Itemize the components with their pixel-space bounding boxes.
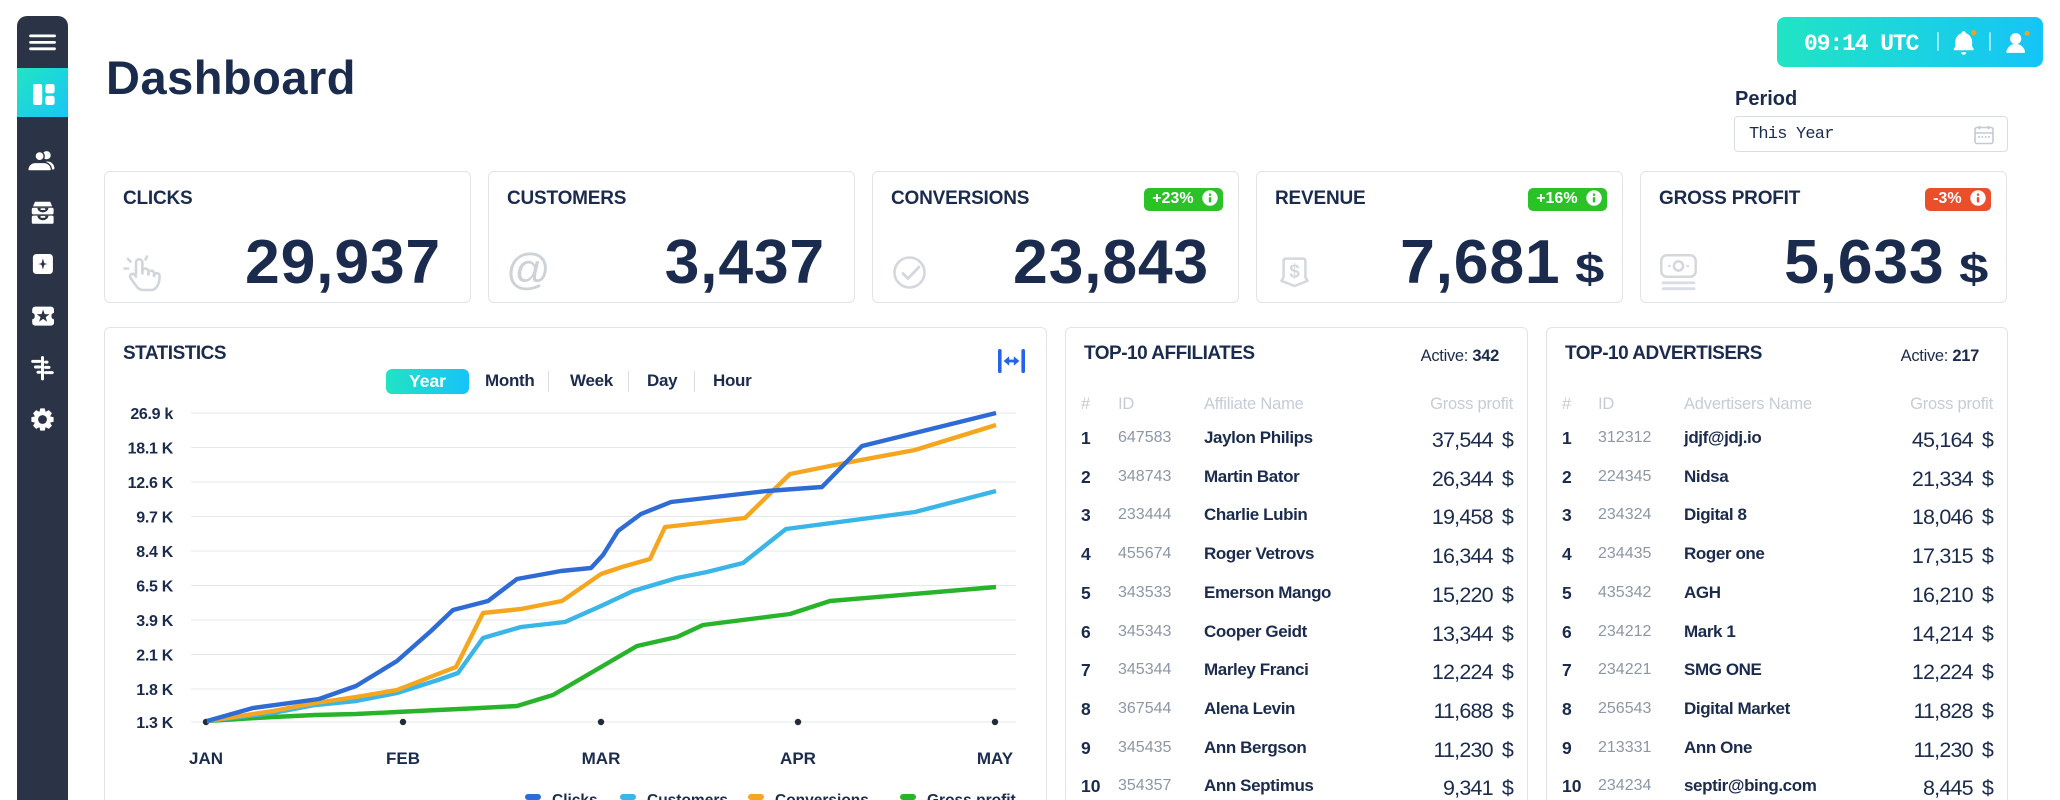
svg-text:MAY: MAY [977, 749, 1014, 768]
svg-text:$: $ [1289, 262, 1300, 283]
svg-text:18.1 K: 18.1 K [128, 441, 174, 458]
svg-text:26.9 k: 26.9 k [130, 406, 173, 423]
svg-text:FEB: FEB [386, 749, 420, 768]
svg-text:Conversions: Conversions [775, 792, 869, 800]
svg-text:MAR: MAR [582, 749, 621, 768]
svg-text:6.5 K: 6.5 K [136, 579, 173, 596]
svg-text:12.6 K: 12.6 K [128, 475, 174, 492]
svg-text:Customers: Customers [647, 792, 728, 800]
svg-text:1.3 K: 1.3 K [136, 715, 173, 732]
svg-text:JAN: JAN [189, 749, 223, 768]
svg-text:Clicks: Clicks [552, 792, 598, 800]
svg-text:Gross profit: Gross profit [927, 792, 1016, 800]
svg-text:3.9 K: 3.9 K [136, 613, 173, 630]
svg-text:APR: APR [780, 749, 816, 768]
svg-text:9.7 K: 9.7 K [136, 510, 173, 527]
svg-text:1.8 K: 1.8 K [136, 682, 173, 699]
svg-text:8.4 K: 8.4 K [136, 544, 173, 561]
svg-text:2.1 K: 2.1 K [136, 648, 173, 665]
